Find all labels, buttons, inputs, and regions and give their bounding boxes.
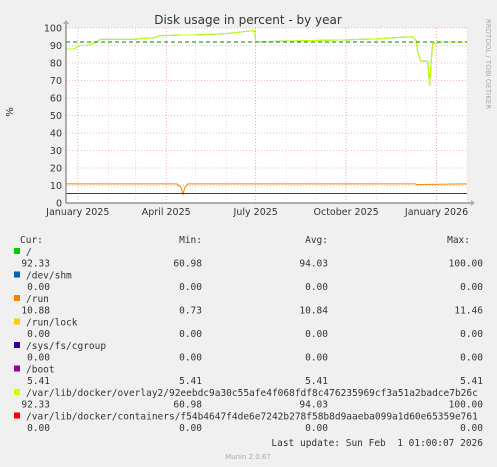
- y-tick-label: 100: [44, 24, 62, 35]
- x-tick-label: April 2025: [142, 207, 191, 218]
- legend-swatch: [14, 318, 20, 325]
- legend-value-cur: 0.00: [27, 353, 50, 364]
- legend-value-max: 0.00: [460, 282, 483, 293]
- legend-swatch: [14, 412, 20, 419]
- legend-swatch: [14, 248, 20, 254]
- legend-value-avg: 10.84: [299, 306, 328, 317]
- legend-value-min: 0.00: [179, 353, 202, 364]
- legend-value-max: 0.00: [460, 329, 483, 340]
- legend-value-max: 5.41: [460, 376, 483, 387]
- y-tick-label: 20: [50, 164, 62, 175]
- legend-value-avg: 94.03: [299, 259, 328, 270]
- legend-value-min: 60.98: [173, 259, 202, 270]
- legend-series-name: /dev/shm: [26, 271, 72, 282]
- legend-swatch: [14, 271, 20, 278]
- y-tick-label: 10: [50, 181, 62, 192]
- legend-value-max: 0.00: [460, 423, 483, 434]
- legend-series-name: /boot: [26, 365, 55, 376]
- legend-series-name: /var/lib/docker/overlay2/92eebdc9a30c55a…: [26, 388, 478, 399]
- y-tick-label: 90: [50, 41, 62, 52]
- legend-value-avg: 0.00: [305, 329, 328, 340]
- y-tick-label: 80: [50, 59, 62, 70]
- y-tick-label: 60: [50, 94, 62, 105]
- legend-value-cur: 0.00: [27, 423, 50, 434]
- y-tick-label: 50: [50, 111, 62, 122]
- legend-value-cur: 5.41: [27, 376, 50, 387]
- legend-swatch: [14, 389, 20, 395]
- chart-title: Disk usage in percent - by year: [154, 13, 342, 27]
- legend-value-cur: 0.00: [27, 282, 50, 293]
- legend-header-max: Max:: [447, 235, 470, 246]
- legend-value-avg: 0.00: [305, 282, 328, 293]
- x-tick-label: January 2026: [404, 207, 468, 218]
- legend-value-min: 5.41: [179, 376, 202, 387]
- legend-value-min: 0.00: [179, 423, 202, 434]
- axes: 0 10 20 30 40 50 60 70 80 90 100 January 2025 April …: [44, 20, 475, 218]
- y-tick-label: 30: [50, 146, 62, 157]
- x-axis-arrow: [471, 200, 475, 206]
- legend-header-min: Min:: [179, 235, 202, 246]
- x-tick-label: October 2025: [314, 207, 379, 218]
- legend-header-avg: Avg:: [305, 235, 328, 246]
- legend-value-cur: 0.00: [27, 329, 50, 340]
- legend-value-avg: 0.00: [305, 353, 328, 364]
- legend-value-min: 0.73: [179, 306, 202, 317]
- munin-version: Munin 2.0.67: [225, 453, 271, 461]
- grid: [66, 27, 468, 204]
- y-tick-label: 0: [56, 199, 62, 210]
- legend-series-name: /var/lib/docker/containers/f54b4647f4de6…: [26, 412, 478, 423]
- legend-swatch: [14, 295, 20, 301]
- legend-value-min: 60.98: [173, 400, 202, 411]
- series-line-2: [66, 183, 468, 197]
- legend-value-min: 0.00: [179, 282, 202, 293]
- legend-value-max: 100.00: [449, 400, 484, 411]
- legend-series-name: /sys/fs/cgroup: [26, 341, 106, 352]
- legend-value-max: 11.46: [454, 306, 483, 317]
- legend-value-cur: 92.33: [21, 259, 50, 270]
- y-axis-label: %: [5, 107, 16, 117]
- legend-value-avg: 5.41: [305, 376, 328, 387]
- legend-value-min: 0.00: [179, 329, 202, 340]
- legend-value-max: 100.00: [449, 259, 484, 270]
- last-update: Last update: Sun Feb 1 01:00:07 2026: [271, 438, 483, 449]
- legend-header-cur: Cur:: [20, 235, 43, 246]
- legend-series-name: /run/lock: [26, 318, 78, 329]
- x-tick-label: January 2025: [45, 207, 109, 218]
- legend: Cur: Min: Avg: Max:/92.33 60.98 94.03 100.00/d…: [14, 235, 483, 434]
- legend-value-avg: 94.03: [299, 400, 328, 411]
- legend-value-max: 0.00: [460, 353, 483, 364]
- legend-series-name: /: [26, 247, 32, 258]
- y-tick-label: 40: [50, 129, 62, 140]
- y-tick-label: 70: [50, 76, 62, 87]
- rrdtool-credit: RRDTOOL / TOBI OETIKER: [484, 19, 492, 109]
- legend-swatch: [14, 342, 20, 348]
- legend-value-cur: 10.88: [21, 306, 50, 317]
- legend-value-cur: 92.33: [21, 400, 50, 411]
- x-tick-label: July 2025: [233, 207, 278, 218]
- legend-value-avg: 0.00: [305, 423, 328, 434]
- legend-swatch: [14, 365, 20, 372]
- legend-series-name: /run: [26, 294, 49, 305]
- y-axis-arrow: [63, 20, 69, 24]
